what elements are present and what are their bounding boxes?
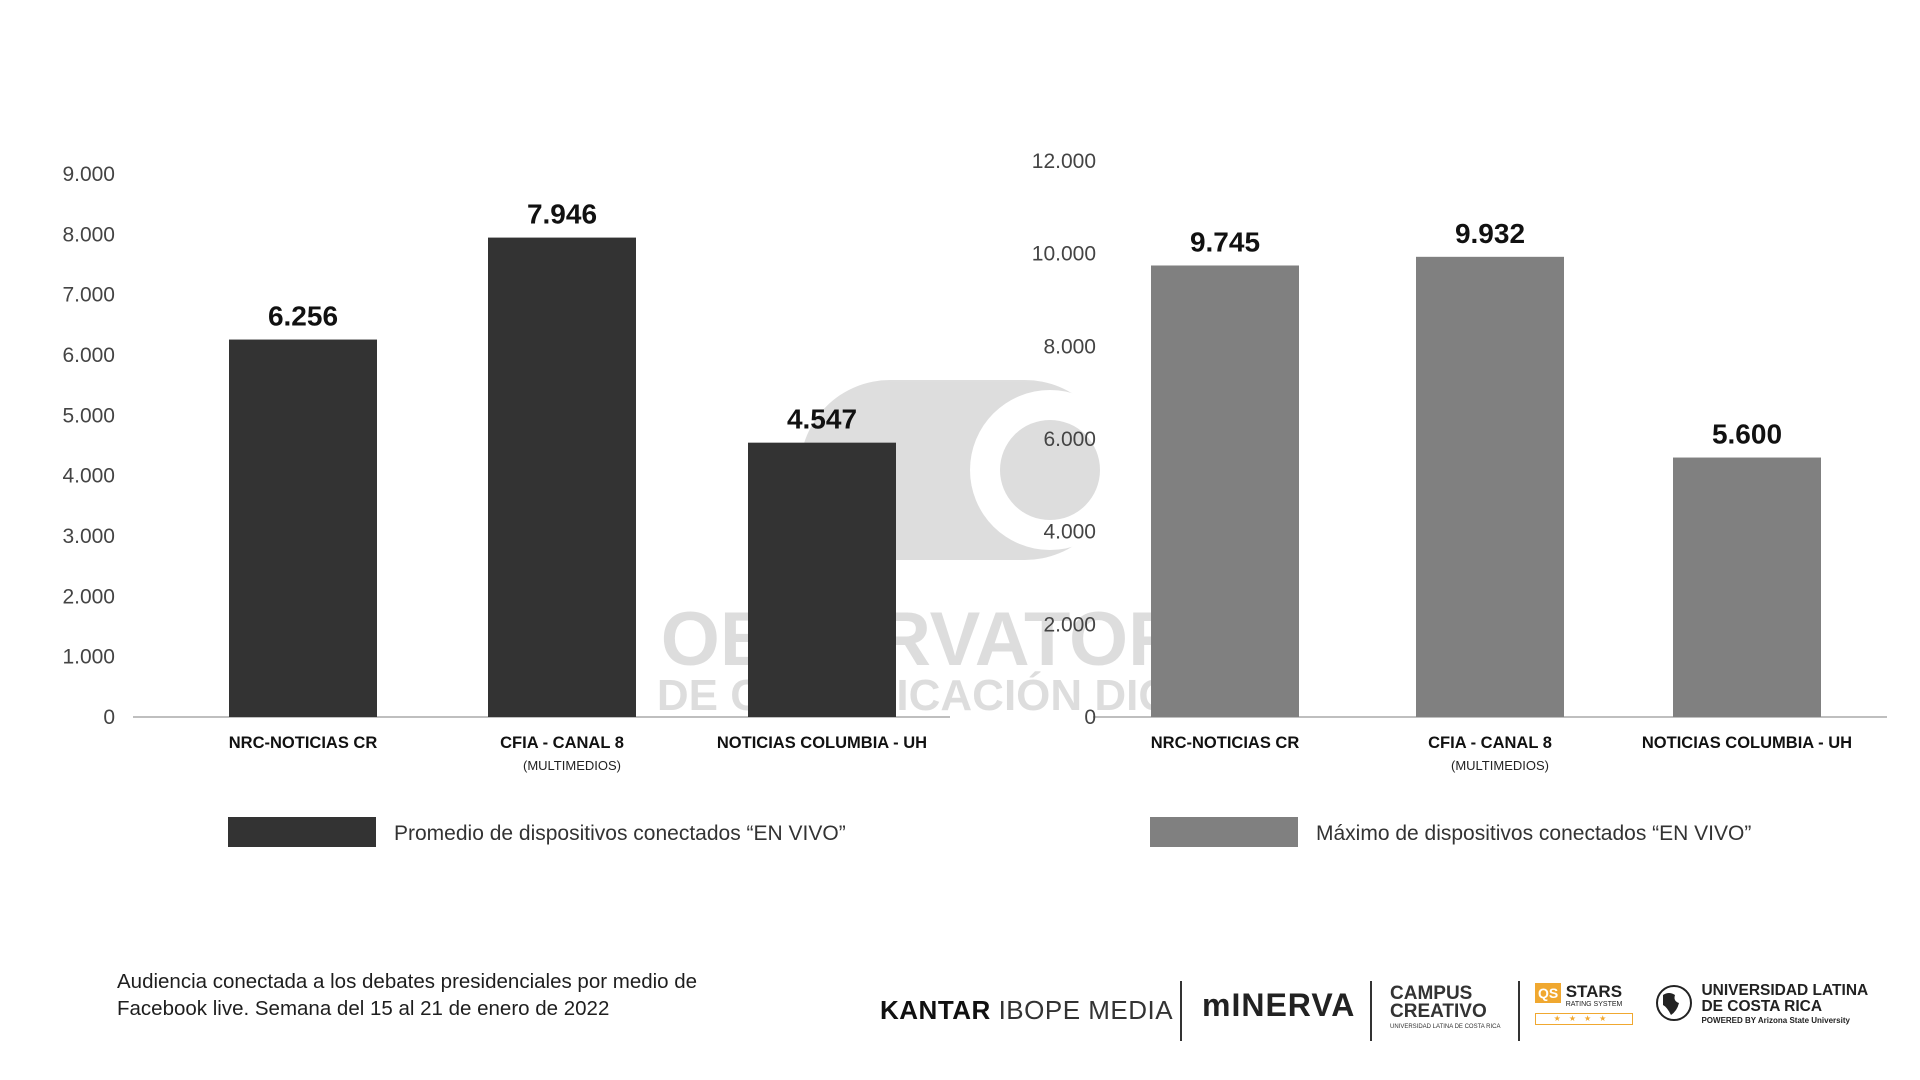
campus-logo-sub: UNIVERSIDAD LATINA DE COSTA RICA [1390, 1024, 1501, 1030]
y-tick-label: 9.000 [62, 163, 115, 186]
data-label: 9.932 [1455, 218, 1525, 249]
x-tick-sublabel: (MULTIMEDIOS) [523, 758, 621, 773]
bar [1416, 256, 1564, 717]
data-label: 7.946 [527, 199, 597, 230]
footer-note: Audiencia conectada a los debates presid… [117, 968, 777, 1022]
globe-icon [1656, 985, 1692, 1021]
y-tick-label: 0 [103, 706, 115, 729]
minerva-logo: mINERVA [1202, 987, 1356, 1023]
legend-label: Promedio de dispositivos conectados “EN … [394, 822, 846, 845]
bar [229, 339, 377, 717]
y-tick-label: 5.000 [62, 404, 115, 427]
y-tick-label: 6.000 [1043, 428, 1096, 451]
legend-swatch [1150, 817, 1298, 847]
ulatina-line1: UNIVERSIDAD LATINA [1701, 982, 1869, 999]
qs-stars-title: STARS [1565, 982, 1623, 1001]
kantar-ibope-logo: KANTAR IBOPE MEDIA [880, 995, 1173, 1075]
campus-logo-line1: CAMPUS [1390, 983, 1473, 1004]
legend-swatch [228, 817, 376, 847]
qs-stars-logo: QS STARS RATING SYSTEM ★★★★ [1535, 983, 1633, 1063]
kantar-logo-rest: IBOPE MEDIA [998, 995, 1174, 1025]
y-tick-label: 4.000 [62, 465, 115, 488]
y-tick-label: 12.000 [1032, 150, 1096, 173]
y-tick-label: 6.000 [62, 344, 115, 367]
data-label: 6.256 [268, 301, 338, 332]
campus-creativo-logo: CAMPUS CREATIVO UNIVERSIDAD LATINA DE CO… [1390, 983, 1501, 1065]
kantar-logo-bold: KANTAR [880, 995, 991, 1025]
data-label: 9.745 [1190, 226, 1260, 257]
y-tick-label: 10.000 [1032, 243, 1096, 266]
bar [488, 237, 636, 717]
y-tick-label: 7.000 [62, 284, 115, 307]
x-tick-label: NOTICIAS COLUMBIA - UH [717, 734, 927, 752]
qs-stars-sub: RATING SYSTEM [1565, 1001, 1623, 1008]
y-tick-label: 8.000 [62, 223, 115, 246]
y-tick-label: 1.000 [62, 646, 115, 669]
footer-note-line1: Audiencia conectada a los debates presid… [117, 970, 698, 993]
y-tick-label: 8.000 [1043, 335, 1096, 358]
data-label: 5.600 [1712, 419, 1782, 450]
x-tick-label: NOTICIAS COLUMBIA - UH [1642, 734, 1852, 752]
bar [748, 442, 896, 717]
qs-stars-text: STARS RATING SYSTEM [1566, 983, 1623, 1009]
x-tick-label: CFIA - CANAL 8 [500, 734, 624, 752]
legend-label: Máximo de dispositivos conectados “EN VI… [1316, 822, 1751, 845]
qs-rating-stars: ★★★★ [1535, 1013, 1633, 1025]
x-tick-label: CFIA - CANAL 8 [1428, 734, 1552, 752]
y-tick-label: 0 [1084, 706, 1096, 729]
logo-separator [1180, 981, 1182, 1041]
ulatina-name: UNIVERSIDAD LATINA DE COSTA RICA POWERED… [1701, 983, 1868, 1026]
y-tick-label: 4.000 [1043, 521, 1096, 544]
ulatina-sub: POWERED BY Arizona State University [1701, 1016, 1850, 1025]
bar [1673, 457, 1821, 717]
chart-right: 0 2.000 4.000 6.000 8.000 10.000 12.000 9.745 NR… [1032, 150, 1887, 847]
y-tick-label: 2.000 [1043, 613, 1096, 636]
partner-logos: KANTAR IBOPE MEDIA mINERVA CAMPUS CREATI… [880, 975, 1880, 1055]
y-tick-label: 3.000 [62, 525, 115, 548]
x-tick-label: NRC-NOTICIAS CR [229, 734, 378, 752]
data-label: 4.547 [787, 404, 857, 435]
y-tick-label: 2.000 [62, 585, 115, 608]
logo-separator [1370, 981, 1372, 1041]
bar [1151, 265, 1299, 717]
campus-logo-line2: CREATIVO [1390, 1001, 1487, 1022]
chart-left: 0 1.000 2.000 3.000 4.000 5.000 6.000 7.000 8.00… [62, 163, 950, 847]
ulatina-logo: UNIVERSIDAD LATINA DE COSTA RICA POWERED… [1655, 983, 1868, 1063]
ulatina-line2: DE COSTA RICA [1701, 998, 1823, 1015]
qs-badge: QS [1535, 983, 1562, 1003]
x-tick-sublabel: (MULTIMEDIOS) [1451, 758, 1549, 773]
logo-separator [1518, 981, 1520, 1041]
x-tick-label: NRC-NOTICIAS CR [1151, 734, 1300, 752]
footer-note-line2: Facebook live. Semana del 15 al 21 de en… [117, 997, 610, 1020]
